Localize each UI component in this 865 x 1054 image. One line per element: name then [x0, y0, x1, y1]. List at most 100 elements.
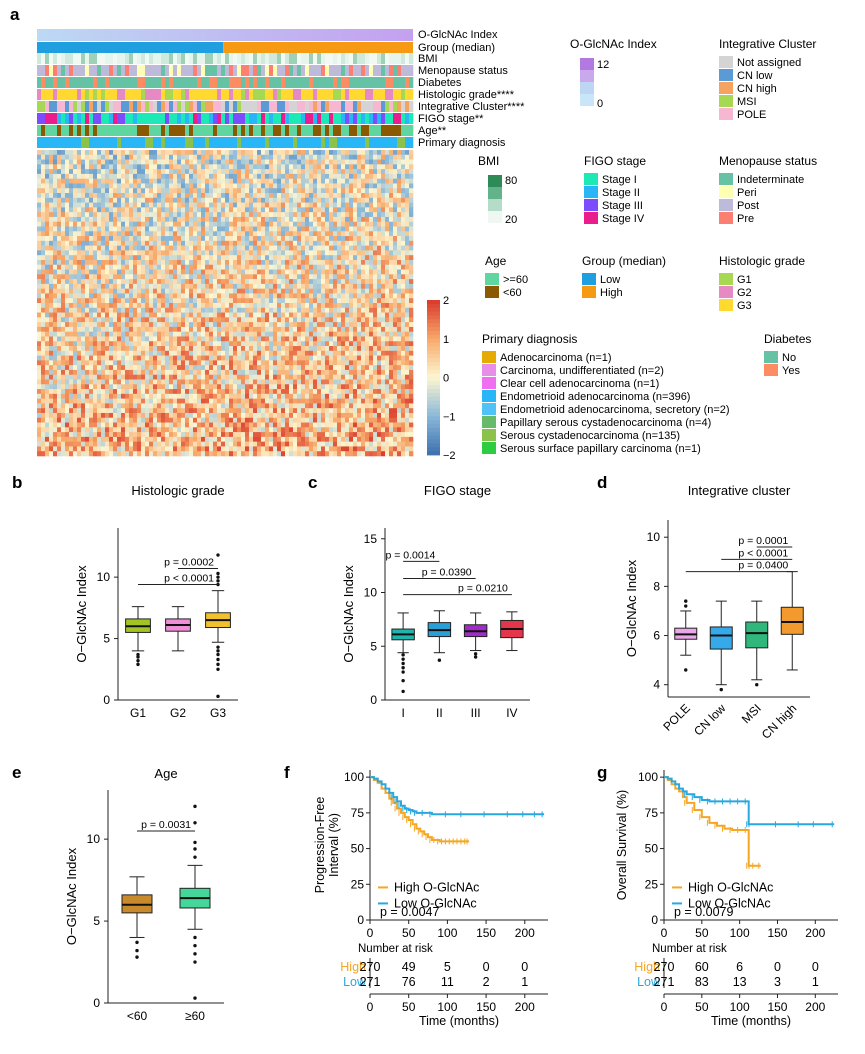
track-cell	[45, 125, 50, 136]
track-cell	[37, 125, 42, 136]
heatmap-cell	[373, 212, 378, 218]
heatmap-cell	[405, 298, 410, 304]
heatmap-cell	[89, 221, 94, 227]
heatmap-cell	[233, 326, 238, 332]
heatmap-cell	[65, 250, 70, 256]
heatmap-cell	[101, 236, 106, 242]
heatmap-cell	[353, 303, 358, 309]
heatmap-cell	[313, 250, 318, 256]
heatmap-cell	[137, 193, 142, 199]
heatmap-cell	[273, 216, 278, 223]
heatmap-cell	[341, 346, 346, 352]
heatmap-cell	[297, 197, 302, 203]
heatmap-cell	[117, 183, 122, 189]
heatmap-cell	[133, 317, 138, 323]
heatmap-cell	[313, 312, 318, 318]
track-cell	[137, 53, 142, 64]
heatmap-cell	[109, 298, 114, 304]
heatmap-cell	[141, 231, 146, 237]
track-cell	[349, 77, 354, 88]
heatmap-cell	[349, 207, 354, 213]
heatmap-cell	[381, 269, 386, 275]
heatmap-cell	[357, 341, 362, 347]
heatmap-cell	[213, 150, 218, 156]
track-cell	[377, 65, 382, 76]
heatmap-cell	[125, 336, 130, 342]
heatmap-cell	[193, 226, 198, 232]
heatmap-cell	[205, 303, 210, 309]
heatmap-cell	[281, 169, 286, 175]
heatmap-cell	[225, 183, 230, 189]
heatmap-cell	[389, 216, 394, 223]
heatmap-cell	[233, 259, 238, 266]
heatmap-cell	[281, 197, 286, 203]
heatmap-cell	[397, 207, 402, 213]
heatmap-cell	[105, 159, 110, 165]
heatmap-cell	[313, 202, 318, 208]
heatmap-cell	[357, 207, 362, 213]
heatmap-cell	[261, 197, 266, 203]
track-cell	[173, 113, 178, 124]
track-cell	[73, 113, 78, 124]
heatmap-cell	[109, 150, 114, 156]
track-cell	[213, 89, 218, 100]
heatmap-cell	[393, 202, 398, 208]
heatmap-cell	[361, 279, 366, 285]
heatmap-cell	[217, 245, 222, 251]
heatmap-cell	[57, 259, 62, 266]
heatmap-cell	[49, 231, 54, 237]
track-cell	[409, 89, 414, 100]
heatmap-cell	[297, 236, 302, 242]
track-cell	[181, 101, 186, 112]
heatmap-cell	[265, 317, 270, 323]
heatmap-cell	[369, 331, 374, 337]
heatmap-cell	[385, 169, 390, 175]
heatmap-cell	[133, 245, 138, 251]
heatmap-cell	[249, 293, 254, 299]
heatmap-cell	[389, 197, 394, 203]
heatmap-cell	[149, 269, 154, 275]
heatmap-cell	[57, 360, 62, 366]
heatmap-cell	[273, 317, 278, 323]
heatmap-cell	[101, 317, 106, 323]
heatmap-cell	[393, 350, 398, 356]
track-group-high	[223, 42, 413, 53]
heatmap-cell	[393, 259, 398, 266]
track-cell	[105, 101, 110, 112]
heatmap-cell	[181, 173, 186, 179]
heatmap-cell	[261, 331, 266, 337]
heatmap-cell	[253, 279, 258, 285]
heatmap-cell	[285, 255, 290, 261]
heatmap-cell	[361, 188, 366, 194]
heatmap-cell	[305, 202, 310, 208]
track-cell	[185, 77, 190, 88]
heatmap-cell	[169, 207, 174, 213]
heatmap-cell	[125, 240, 130, 246]
heatmap-cell	[393, 221, 398, 227]
heatmap-cell	[69, 202, 74, 208]
heatmap-cell	[237, 226, 242, 232]
heatmap-cell	[361, 336, 366, 342]
heatmap-cell	[273, 259, 278, 266]
heatmap-cell	[385, 326, 390, 332]
heatmap-cell	[337, 193, 342, 199]
heatmap-cell	[353, 355, 358, 361]
heatmap-cell	[333, 202, 338, 208]
heatmap-cell	[401, 346, 406, 352]
heatmap-cell	[289, 202, 294, 208]
heatmap-cell	[225, 188, 230, 194]
track-cell	[233, 77, 238, 88]
heatmap-cell	[81, 226, 86, 232]
heatmap-cell	[177, 178, 182, 184]
heatmap-cell	[365, 183, 370, 189]
heatmap-cell	[229, 350, 234, 356]
heatmap-cell	[169, 250, 174, 256]
heatmap-cell	[77, 178, 82, 184]
heatmap-cell	[361, 269, 366, 275]
track-cell	[213, 137, 218, 148]
heatmap-cell	[197, 240, 202, 246]
track-cell	[297, 65, 302, 76]
heatmap-cell	[181, 154, 186, 160]
heatmap-cell	[225, 336, 230, 342]
heatmap-cell	[161, 221, 166, 227]
